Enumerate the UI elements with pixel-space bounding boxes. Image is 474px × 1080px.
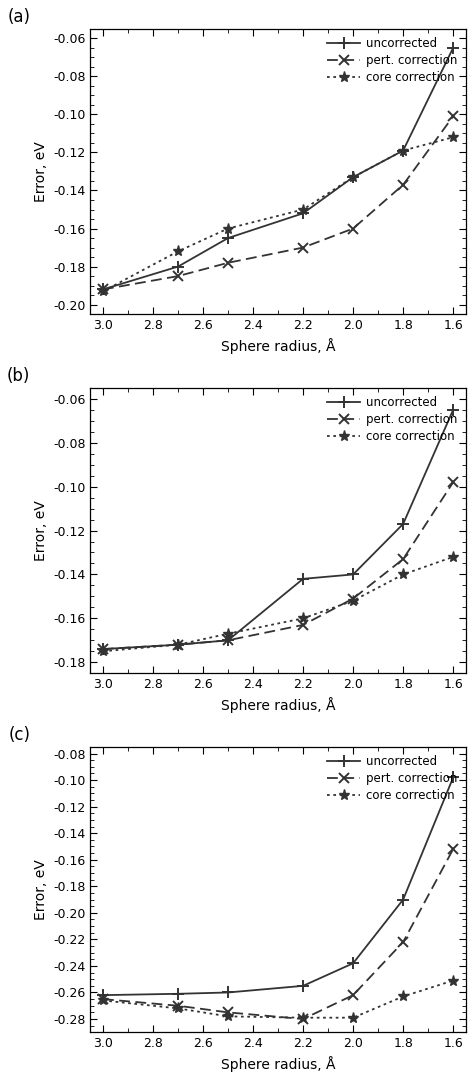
uncorrected xyxy=(225,231,231,244)
core correction xyxy=(400,990,406,1003)
core correction xyxy=(225,1010,231,1023)
uncorrected xyxy=(100,643,106,656)
pert. correction xyxy=(350,592,356,605)
Line: core correction: core correction xyxy=(98,132,459,297)
core correction xyxy=(300,203,306,216)
core correction xyxy=(450,551,456,564)
pert. correction xyxy=(400,935,406,948)
pert. correction xyxy=(100,993,106,1005)
pert. correction xyxy=(350,988,356,1001)
pert. correction xyxy=(225,1005,231,1018)
Line: pert. correction: pert. correction xyxy=(98,477,458,653)
uncorrected xyxy=(450,403,456,416)
Line: core correction: core correction xyxy=(98,975,459,1023)
pert. correction xyxy=(100,283,106,296)
core correction xyxy=(100,285,106,298)
pert. correction xyxy=(450,476,456,489)
core correction xyxy=(400,568,406,581)
pert. correction xyxy=(175,270,181,283)
pert. correction xyxy=(100,643,106,656)
uncorrected xyxy=(300,572,306,585)
Text: (c): (c) xyxy=(9,726,30,744)
core correction xyxy=(100,645,106,658)
core correction xyxy=(175,245,181,258)
Legend: uncorrected, pert. correction, core correction: uncorrected, pert. correction, core corr… xyxy=(325,394,460,446)
core correction xyxy=(300,1011,306,1024)
pert. correction xyxy=(300,241,306,254)
Line: uncorrected: uncorrected xyxy=(98,42,459,295)
uncorrected xyxy=(450,41,456,54)
uncorrected xyxy=(225,634,231,647)
pert. correction xyxy=(400,553,406,566)
X-axis label: Sphere radius, Å: Sphere radius, Å xyxy=(221,338,335,353)
Legend: uncorrected, pert. correction, core correction: uncorrected, pert. correction, core corr… xyxy=(325,753,460,805)
uncorrected xyxy=(100,283,106,296)
uncorrected xyxy=(350,171,356,184)
core correction xyxy=(350,594,356,607)
X-axis label: Sphere radius, Å: Sphere radius, Å xyxy=(221,1056,335,1071)
pert. correction xyxy=(300,619,306,632)
core correction xyxy=(300,612,306,625)
core correction xyxy=(225,627,231,640)
Text: (a): (a) xyxy=(8,8,30,26)
pert. correction xyxy=(450,842,456,855)
core correction xyxy=(175,638,181,651)
X-axis label: Sphere radius, Å: Sphere radius, Å xyxy=(221,697,335,713)
Text: (b): (b) xyxy=(7,367,30,384)
core correction xyxy=(350,1011,356,1024)
core correction xyxy=(450,974,456,987)
uncorrected xyxy=(225,986,231,999)
uncorrected xyxy=(350,568,356,581)
pert. correction xyxy=(400,178,406,191)
Line: uncorrected: uncorrected xyxy=(98,404,459,654)
pert. correction xyxy=(350,222,356,235)
core correction xyxy=(450,131,456,144)
uncorrected xyxy=(400,144,406,157)
Line: uncorrected: uncorrected xyxy=(98,772,459,1001)
uncorrected xyxy=(400,893,406,906)
pert. correction xyxy=(300,1013,306,1026)
uncorrected xyxy=(175,987,181,1000)
pert. correction xyxy=(175,999,181,1012)
core correction xyxy=(225,222,231,235)
Y-axis label: Error, eV: Error, eV xyxy=(34,500,47,561)
uncorrected xyxy=(175,638,181,651)
Line: pert. correction: pert. correction xyxy=(98,111,458,294)
Y-axis label: Error, eV: Error, eV xyxy=(34,141,47,202)
pert. correction xyxy=(450,110,456,123)
uncorrected xyxy=(450,771,456,784)
uncorrected xyxy=(175,260,181,273)
uncorrected xyxy=(100,988,106,1001)
uncorrected xyxy=(300,980,306,993)
core correction xyxy=(400,144,406,157)
pert. correction xyxy=(225,256,231,269)
Legend: uncorrected, pert. correction, core correction: uncorrected, pert. correction, core corr… xyxy=(325,35,460,86)
core correction xyxy=(350,171,356,184)
core correction xyxy=(100,994,106,1007)
uncorrected xyxy=(400,517,406,530)
core correction xyxy=(175,1002,181,1015)
pert. correction xyxy=(175,638,181,651)
Line: pert. correction: pert. correction xyxy=(98,845,458,1024)
Line: core correction: core correction xyxy=(98,551,459,657)
Y-axis label: Error, eV: Error, eV xyxy=(34,860,47,920)
uncorrected xyxy=(350,957,356,970)
uncorrected xyxy=(300,207,306,220)
pert. correction xyxy=(225,634,231,647)
